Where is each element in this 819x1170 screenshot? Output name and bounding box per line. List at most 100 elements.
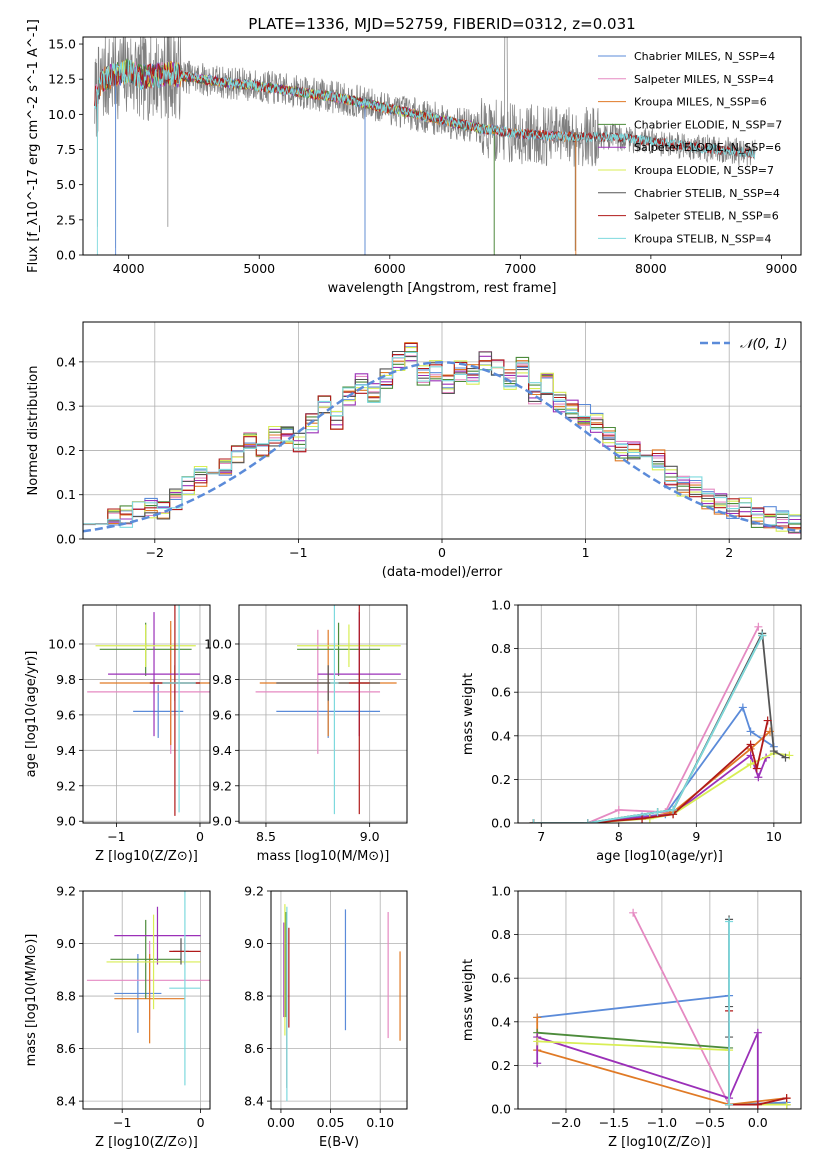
legend-label: Salpeter STELIB, N_SSP=6	[634, 210, 779, 223]
data-marks	[83, 342, 801, 534]
mass-weight-marker	[754, 773, 763, 782]
axes-frame	[82, 36, 802, 256]
x-tick-label: 0.0	[748, 1115, 768, 1130]
mass-weight-marker	[746, 740, 755, 749]
y-tick-label: 10.0	[48, 636, 76, 651]
legend-label: Salpeter MILES, N_SSP=4	[634, 73, 774, 86]
y-tick-label: 0.8	[491, 927, 511, 942]
y-tick-label: 8.8	[244, 989, 264, 1004]
mass-weight-line	[533, 630, 786, 823]
x-tick-label: 0	[438, 545, 446, 560]
y-tick-label: 0.6	[491, 685, 511, 700]
y-tick-label: 8.6	[244, 1041, 264, 1056]
mass-weight-marker	[533, 1013, 542, 1022]
mass-weight-marker	[529, 819, 538, 823]
data-marks	[86, 891, 210, 1086]
y-tick-label: 0.2	[491, 1058, 511, 1073]
x-axis-label: age [log10(age/yr)]	[596, 849, 723, 864]
mass-weight-marker	[533, 1037, 542, 1046]
y-axis-label: age [log10(age/yr)]	[24, 651, 39, 778]
legend-label: Salpeter ELODIE, N_SSP=6	[634, 141, 781, 154]
grid-lines	[83, 322, 801, 539]
plot-area	[83, 322, 801, 539]
plot-area	[83, 605, 210, 823]
x-tick-label: 4000	[113, 261, 145, 276]
y-tick-label: 9.0	[212, 814, 232, 829]
data-marks	[255, 605, 401, 815]
y-tick-label: 0.4	[491, 728, 511, 743]
y-tick-label: 9.6	[212, 707, 232, 722]
normal-distribution-curve	[83, 361, 801, 533]
y-axis-label: mass weight	[461, 673, 476, 755]
x-tick-label: −1	[113, 1115, 131, 1130]
y-tick-label: 0.4	[491, 1014, 511, 1029]
data-spectrum-line	[94, 37, 756, 167]
x-tick-label: 0.05	[317, 1115, 345, 1130]
x-tick-label: 9000	[766, 261, 798, 276]
x-axis-label: Z [log10(Z/Z⊙)]	[95, 849, 198, 864]
mass-weight-marker	[725, 1100, 734, 1109]
y-tick-label: 8.6	[56, 1041, 76, 1056]
mass-weight-marker	[669, 805, 678, 814]
y-tick-label: 15.0	[48, 37, 76, 52]
y-tick-label: 7.5	[56, 142, 76, 157]
mass-weight-marker	[533, 1059, 542, 1068]
y-tick-label: 5.0	[56, 177, 76, 192]
y-axis-label: mass [log10(M/M⊙)]	[24, 934, 39, 1067]
plot-area	[94, 37, 756, 255]
y-tick-label: 9.8	[56, 672, 76, 687]
y-tick-label: 0.2	[491, 772, 511, 787]
x-tick-label: −1.0	[647, 1115, 677, 1130]
mass-weight-marker	[746, 760, 755, 769]
mass-weight-vs-metallicity-panel: −2.0 −1.5 −1.0 −0.5 0.0 0.0 0.2 0.4 0.6 0.8 1.0 Z […	[461, 884, 802, 1150]
mass-weight-marker	[725, 917, 734, 926]
x-tick-label: −1	[289, 545, 307, 560]
mass-weight-line	[533, 626, 760, 823]
y-tick-label: 10.0	[48, 107, 76, 122]
age-vs-mass-panel: 8.5 9.0 9.0 9.2 9.4 9.6 9.8 10.0 mass [log10(M/M…	[204, 604, 408, 864]
y-tick-label: 9.6	[56, 707, 76, 722]
x-tick-label: 7	[537, 829, 545, 844]
x-tick-label: 8000	[635, 261, 667, 276]
y-tick-label: 9.8	[212, 672, 232, 687]
y-tick-label: 10.0	[204, 636, 232, 651]
y-axis-label: Normed distribution	[26, 366, 41, 496]
y-tick-label: 1.0	[491, 884, 511, 899]
grid-lines	[83, 605, 210, 823]
x-tick-label: 0.10	[366, 1115, 394, 1130]
model-spectrum-line	[94, 59, 756, 160]
legend-label: Chabrier STELIB, N_SSP=4	[634, 187, 780, 200]
x-axis-label: mass [log10(M/M⊙)]	[257, 849, 390, 864]
age-vs-metallicity-panel: −1 0 9.0 9.2 9.4 9.6 9.8 10.0 Z [log10(Z/Z⊙)] age…	[24, 604, 211, 864]
mass-weight-marker	[754, 622, 763, 631]
spectrum-panel: 4000 5000 6000 7000 8000 9000 0.0 2.5 5.0 7.5 10.0…	[26, 15, 802, 296]
x-tick-label: 0	[196, 829, 204, 844]
mass-weight-marker	[583, 819, 592, 823]
y-tick-label: 1.0	[491, 598, 511, 613]
x-axis-label: Z [log10(Z/Z⊙)]	[95, 1135, 198, 1150]
plot-area	[518, 891, 801, 1109]
x-tick-label: −2.0	[551, 1115, 581, 1130]
mass-weight-marker	[614, 805, 623, 814]
axes-frame	[517, 604, 802, 824]
residual-histogram	[83, 347, 801, 532]
axes-frame	[517, 890, 802, 1110]
mass-vs-metallicity-panel: −1 0 8.4 8.6 8.8 9.0 9.2 Z [log10(Z/Z⊙)] mass [l…	[24, 884, 211, 1150]
x-tick-label: 8.5	[256, 829, 276, 844]
x-tick-label: 2	[725, 545, 733, 560]
mass-weight-marker	[753, 1028, 762, 1037]
axes-frame	[82, 604, 211, 824]
chart-title: PLATE=1336, MJD=52759, FIBERID=0312, z=0…	[248, 15, 635, 33]
y-tick-label: 0.4	[56, 354, 76, 369]
x-tick-label: 6000	[374, 261, 406, 276]
legend-label: Chabrier MILES, N_SSP=4	[634, 50, 775, 63]
data-marks	[94, 37, 756, 255]
mass-weight-marker	[746, 727, 755, 736]
mass-weight-marker	[781, 753, 790, 762]
axes-frame	[270, 890, 408, 1110]
grid-lines	[83, 891, 210, 1109]
y-tick-label: 0.0	[491, 1102, 511, 1117]
y-tick-label: 9.2	[212, 778, 232, 793]
mass-weight-marker	[753, 1100, 762, 1109]
y-tick-label: 2.5	[56, 212, 76, 227]
